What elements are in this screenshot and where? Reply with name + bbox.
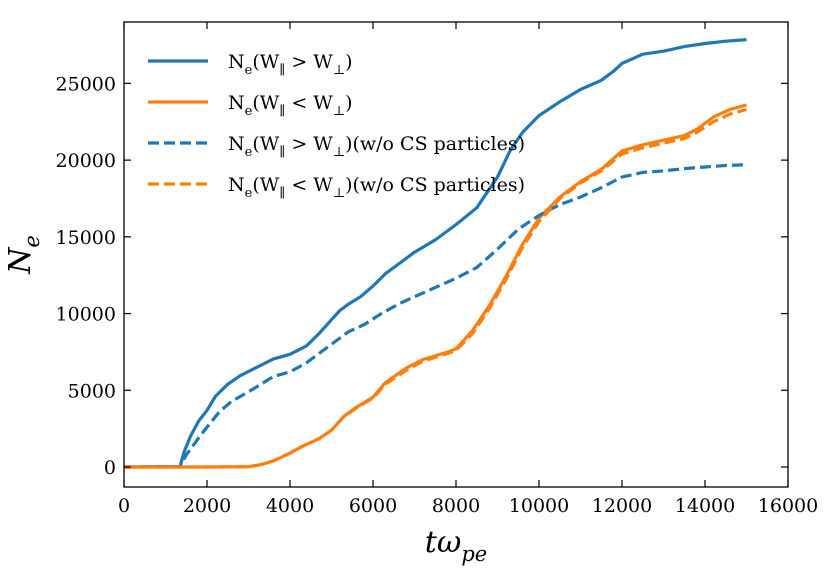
series-line-3 [124, 163, 747, 469]
legend-label-3: Ne(W∥ > W⊥)(w/o CS particles) [228, 133, 525, 160]
axes: 0 2000 4000 6000 8000 10000 12000 14000 16000 0 50… [3, 21, 818, 566]
series-line-2 [124, 103, 747, 469]
series-layer [124, 38, 747, 469]
series-line-4 [124, 107, 747, 469]
plot-frame [123, 21, 789, 488]
legend: Ne(W∥ > W⊥) Ne(W∥ < W⊥) Ne(W∥ > W⊥)(w/o CS… [148, 51, 525, 201]
x-tick-label-2000: 2000 [183, 495, 231, 517]
x-tick-label-8000: 8000 [432, 495, 480, 517]
x-axis-label: tωpe [425, 525, 487, 566]
y-tick-label-10000: 10000 [56, 304, 116, 326]
legend-label-4: Ne(W∥ < W⊥)(w/o CS particles) [228, 174, 525, 201]
y-tick-label-0: 0 [104, 457, 116, 479]
x-tick-label-10000: 10000 [509, 495, 569, 517]
y-tick-label-5000: 5000 [68, 380, 116, 402]
y-axis-label: Ne [3, 235, 44, 275]
y-tick-label-15000: 15000 [56, 227, 116, 249]
legend-label-1: Ne(W∥ > W⊥) [228, 51, 352, 78]
x-tick-label-12000: 12000 [592, 495, 652, 517]
y-tick-label-25000: 25000 [56, 73, 116, 95]
x-tick-label-6000: 6000 [349, 495, 397, 517]
legend-label-2: Ne(W∥ < W⊥) [228, 92, 352, 119]
x-tick-label-14000: 14000 [675, 495, 735, 517]
x-tick-label-4000: 4000 [266, 495, 314, 517]
y-tick-label-20000: 20000 [56, 150, 116, 172]
series-line-1 [124, 38, 747, 469]
x-tick-label-16000: 16000 [758, 495, 818, 517]
x-tick-label-0: 0 [118, 495, 130, 517]
